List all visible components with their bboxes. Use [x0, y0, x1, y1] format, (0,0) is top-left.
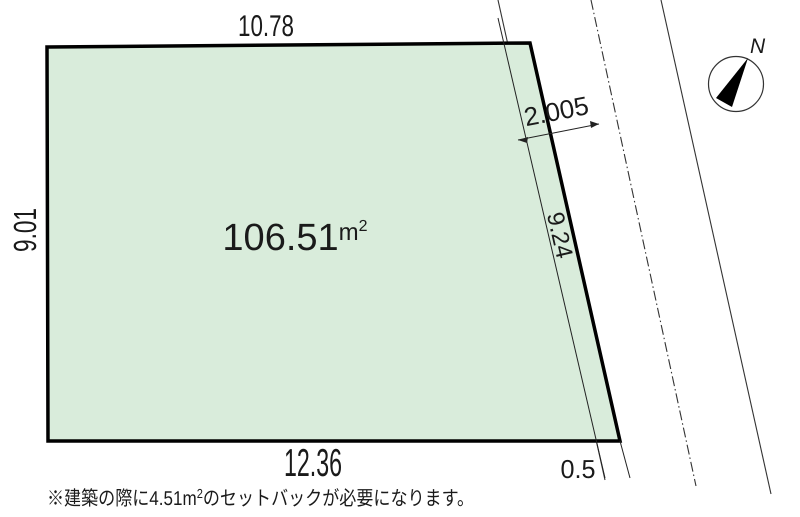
svg-text:10.78: 10.78 [238, 10, 294, 43]
svg-text:0.5: 0.5 [561, 454, 596, 484]
svg-text:9.01: 9.01 [7, 208, 43, 252]
svg-text:N: N [750, 35, 766, 58]
svg-text:12.36: 12.36 [284, 442, 342, 485]
svg-text:※建築の際に4.51m2のセットバックが必要になります。: ※建築の際に4.51m2のセットバックが必要になります。 [47, 486, 474, 510]
